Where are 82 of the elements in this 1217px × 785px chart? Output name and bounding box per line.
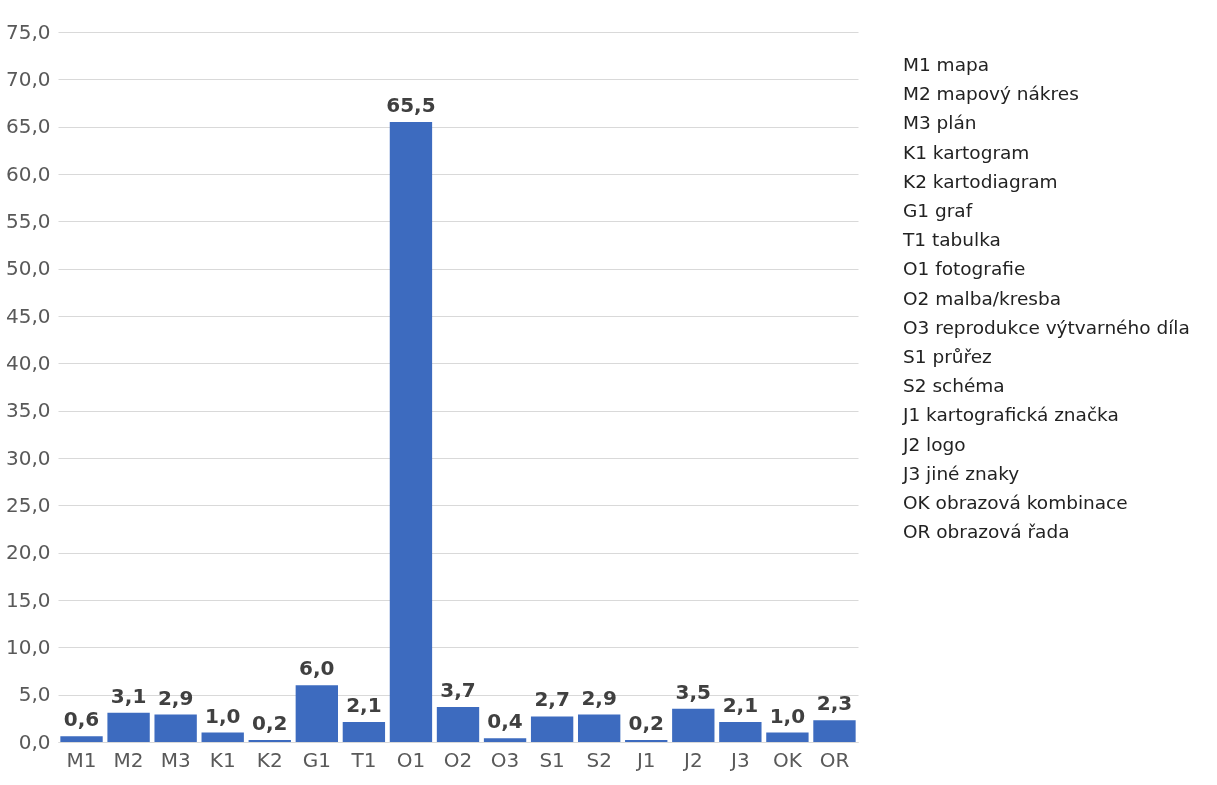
- y-tick-label: 15,0: [5, 587, 51, 612]
- data-label: 0,2: [628, 711, 664, 736]
- bar: [295, 685, 338, 742]
- x-tick-label: OK: [772, 747, 803, 772]
- text: J1 kartografická značka: [903, 403, 1120, 428]
- x-tick-label: M3: [160, 747, 191, 772]
- data-label: 2,9: [157, 685, 194, 710]
- data-label: 2,1: [346, 693, 382, 718]
- data-label: 2,7: [534, 687, 570, 712]
- data-label: 3,5: [675, 679, 712, 704]
- data-label: 1,0: [204, 703, 241, 728]
- y-tick-label: 45,0: [5, 303, 51, 328]
- y-tick-label: 65,0: [5, 114, 51, 139]
- bar: [389, 121, 433, 742]
- data-label: 2,3: [816, 691, 853, 716]
- text: G1 graf: [903, 199, 974, 223]
- y-tick-label: 60,0: [5, 161, 51, 186]
- x-tick-label: J2: [681, 747, 703, 772]
- x-tick-label: S1: [539, 747, 565, 772]
- x-tick-label: M2: [113, 747, 144, 772]
- bar: [154, 714, 197, 742]
- text: K2 kartodiagram: [903, 169, 1059, 194]
- x-tick-label: K2: [256, 747, 283, 772]
- y-tick-label: 40,0: [5, 350, 51, 375]
- text: S1 průřez: [903, 345, 993, 370]
- x-tick-label: O3: [490, 747, 520, 772]
- bar: [60, 736, 103, 742]
- y-tick-label: 5,0: [18, 682, 51, 707]
- data-label: 2,9: [581, 685, 617, 710]
- bar: [436, 706, 480, 742]
- bar: [766, 732, 809, 742]
- bar: [672, 708, 715, 742]
- data-label: 0,6: [63, 707, 100, 732]
- text: M2 mapový nákres: [903, 82, 1080, 107]
- bar: [578, 714, 621, 742]
- y-tick-label: 10,0: [5, 634, 51, 659]
- x-tick-label: O1: [396, 747, 426, 772]
- y-tick-label: 20,0: [5, 540, 51, 565]
- x-tick-label: J1: [634, 747, 656, 772]
- x-tick-label: J3: [729, 747, 750, 772]
- y-tick-label: 55,0: [5, 208, 51, 233]
- x-tick-label: T1: [350, 747, 377, 772]
- text: J3 jiné znaky: [903, 461, 1021, 486]
- data-label: 3,7: [440, 677, 476, 702]
- text: OK obrazová kombinace: [903, 491, 1129, 516]
- data-label: 3,1: [110, 683, 147, 708]
- text: O2 malba/kresba: [903, 286, 1063, 311]
- y-tick-label: 75,0: [5, 19, 51, 44]
- y-tick-label: 70,0: [5, 66, 51, 91]
- x-tick-label: S2: [586, 747, 612, 772]
- text: M1 mapa: [903, 53, 991, 77]
- data-label: 2,1: [722, 693, 759, 718]
- x-tick-label: M1: [66, 747, 97, 772]
- bar: [342, 722, 386, 742]
- y-tick-label: 0,0: [18, 729, 51, 754]
- x-tick-label: OR: [819, 747, 850, 772]
- bar: [530, 716, 574, 742]
- bar: [107, 712, 150, 742]
- bar: [813, 720, 856, 742]
- y-tick-label: 35,0: [5, 398, 51, 423]
- x-tick-label: O2: [443, 747, 473, 772]
- text: O1 fotografie: [903, 257, 1027, 282]
- bar: [483, 738, 527, 742]
- data-label: 0,2: [252, 711, 288, 736]
- text: T1 tabulka: [903, 228, 1002, 253]
- x-tick-label: G1: [302, 747, 331, 772]
- y-tick-label: 25,0: [5, 492, 51, 517]
- text: OR obrazová řada: [903, 520, 1071, 545]
- data-label: 6,0: [299, 656, 335, 681]
- data-label: 1,0: [769, 703, 806, 728]
- bar: [201, 732, 244, 742]
- data-label: 65,5: [386, 92, 436, 117]
- y-tick-label: 50,0: [5, 256, 51, 281]
- text: J2 logo: [903, 432, 967, 457]
- text: S2 schéma: [903, 374, 1006, 399]
- text: K1 kartogram: [903, 140, 1031, 165]
- y-tick-label: 30,0: [5, 445, 51, 470]
- text: M3 plán: [903, 111, 978, 136]
- data-label: 0,4: [487, 709, 523, 734]
- bar: [719, 722, 762, 742]
- text: O3 reprodukce výtvarného díla: [903, 315, 1191, 340]
- x-tick-label: K1: [209, 747, 236, 772]
